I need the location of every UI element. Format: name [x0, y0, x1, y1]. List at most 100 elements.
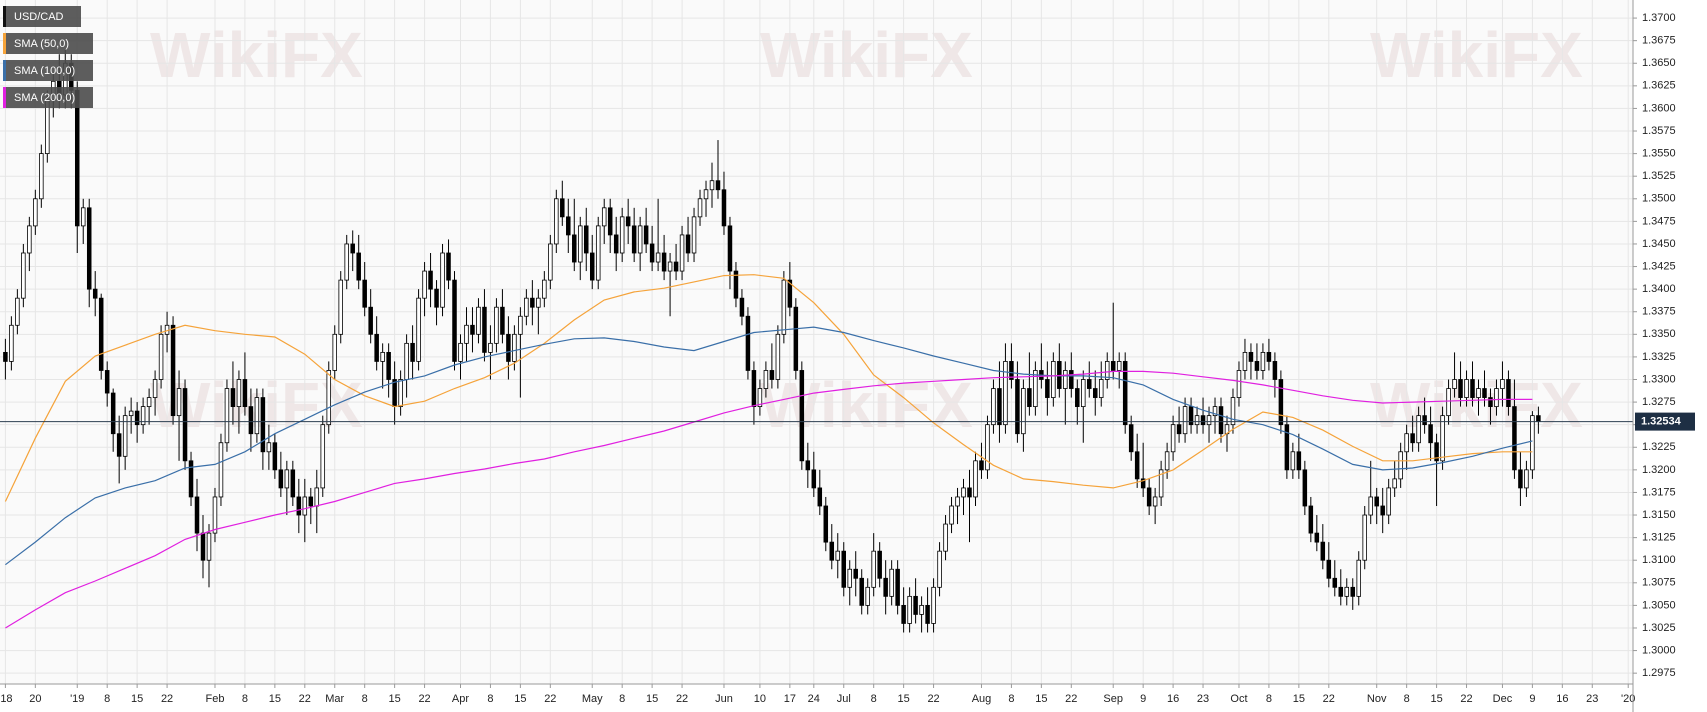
- candle-body: [673, 261, 679, 272]
- candle-body: [302, 496, 308, 516]
- candle-body: [1015, 379, 1020, 435]
- candle-body: [1182, 406, 1188, 435]
- candle-body: [512, 333, 517, 362]
- candle-body: [1230, 397, 1236, 426]
- candle-body: [266, 442, 272, 453]
- candle-body: [470, 324, 475, 335]
- candle-body: [703, 189, 709, 200]
- candle-body: [578, 225, 583, 263]
- x-tick-label: 8: [619, 693, 625, 705]
- candle-body: [1242, 351, 1248, 371]
- candle-body: [39, 153, 44, 200]
- candle-body: [1087, 379, 1092, 389]
- candle-body: [128, 410, 134, 417]
- candle-body: [751, 370, 757, 408]
- candle-body: [661, 252, 667, 272]
- x-tick-label: Oct: [1230, 693, 1247, 705]
- candle-body: [1512, 406, 1517, 471]
- candle-body: [589, 252, 595, 281]
- x-tick-label: 24: [808, 693, 820, 705]
- candle-body: [1069, 370, 1074, 389]
- candle-body: [769, 370, 775, 380]
- candle-body: [799, 370, 805, 462]
- candle-body: [667, 261, 673, 272]
- candle-body: [158, 333, 164, 380]
- x-tick-label: 15: [131, 693, 143, 705]
- candle-body: [1494, 388, 1499, 408]
- candle-body: [1158, 469, 1164, 498]
- candle-body: [1398, 451, 1403, 480]
- candle-body: [1458, 379, 1463, 398]
- candle-body: [1051, 361, 1056, 398]
- candle-body: [344, 243, 349, 281]
- candle-body: [757, 388, 763, 408]
- candle-body: [140, 406, 146, 426]
- candle-body: [1134, 451, 1140, 480]
- candle-body: [949, 505, 954, 525]
- x-tick-label: 10: [754, 693, 766, 705]
- candle-body: [338, 279, 343, 335]
- candle-body: [278, 469, 284, 489]
- candle-body: [1116, 361, 1122, 371]
- x-tick-label: '19: [70, 693, 84, 705]
- x-tick-label: 8: [1266, 693, 1272, 705]
- candle-body: [434, 288, 439, 308]
- candle-body: [308, 496, 314, 507]
- candle-body: [907, 595, 912, 624]
- x-tick-label: 8: [1404, 693, 1410, 705]
- candle-body: [1362, 514, 1367, 561]
- candle-body: [1440, 415, 1445, 462]
- candle-body: [1404, 433, 1409, 453]
- candle-body: [709, 180, 715, 191]
- candle-body: [524, 297, 529, 317]
- candle-body: [1063, 370, 1068, 389]
- x-tick-label: 15: [1293, 693, 1305, 705]
- y-tick-label: 1.3550: [1642, 148, 1676, 160]
- x-tick-label: 22: [544, 693, 556, 705]
- y-tick-label: 1.3425: [1642, 260, 1676, 272]
- last-price-box: [1635, 412, 1695, 431]
- candle-body: [877, 550, 882, 579]
- legend-box: [3, 33, 93, 54]
- candle-body: [955, 496, 960, 507]
- x-tick-label: 23: [1586, 693, 1598, 705]
- candle-body: [33, 198, 38, 227]
- y-tick-label: 1.3625: [1642, 80, 1676, 92]
- x-tick-label: 23: [1197, 693, 1209, 705]
- candle-body: [847, 568, 852, 588]
- candle-body: [883, 577, 888, 597]
- x-tick-label: 8: [871, 693, 877, 705]
- candle-body: [1416, 415, 1421, 444]
- y-tick-label: 1.3175: [1642, 486, 1676, 498]
- watermark: WikiFX: [1370, 19, 1583, 91]
- candle-body: [92, 288, 98, 299]
- candle-body: [913, 595, 918, 615]
- y-tick-label: 1.3050: [1642, 599, 1676, 611]
- watermark: WikiFX: [150, 19, 363, 91]
- candle-body: [1122, 361, 1128, 426]
- candle-body: [1368, 496, 1373, 516]
- candle-body: [1350, 586, 1356, 597]
- candle-body: [464, 324, 469, 344]
- candle-body: [200, 532, 206, 561]
- sma-line: [5, 326, 1533, 566]
- candle-body: [1452, 379, 1457, 389]
- x-tick-label: Jun: [715, 693, 733, 705]
- candle-body: [637, 225, 643, 254]
- candle-body: [835, 550, 841, 561]
- candle-body: [356, 252, 361, 281]
- candle-body: [631, 225, 637, 254]
- candle-body: [482, 306, 487, 353]
- sma-line: [5, 370, 1533, 629]
- x-tick-label: Sep: [1103, 693, 1123, 705]
- y-tick-label: 1.3575: [1642, 125, 1676, 137]
- candle-body: [613, 234, 619, 254]
- candle-body: [1248, 351, 1254, 362]
- candle-body: [937, 550, 942, 588]
- candle-body: [170, 324, 176, 417]
- candle-body: [260, 397, 266, 453]
- candle-body: [386, 351, 391, 380]
- y-tick-label: 1.3600: [1642, 102, 1676, 114]
- candle-body: [919, 604, 924, 615]
- candle-body: [625, 216, 631, 227]
